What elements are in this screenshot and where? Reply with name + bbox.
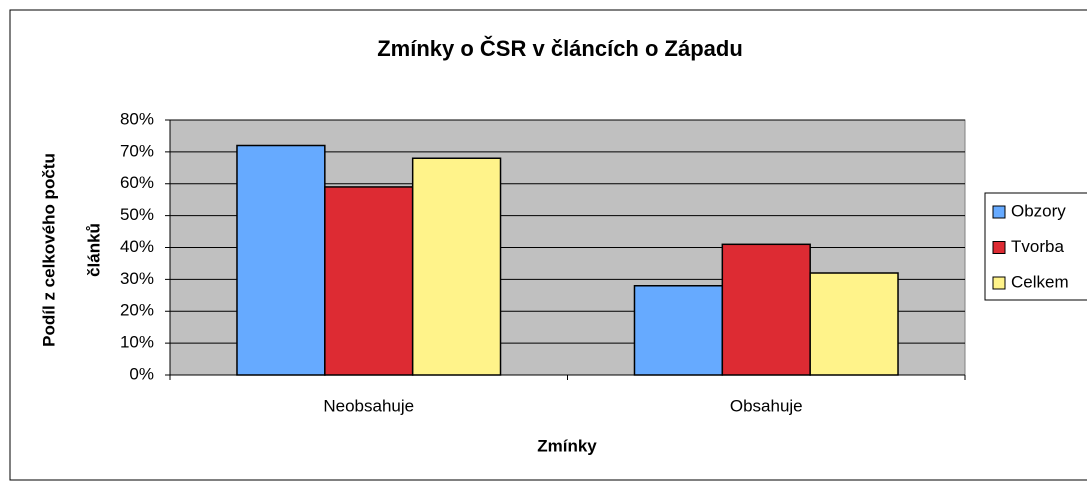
- y-axis-title-line: článků: [84, 223, 103, 277]
- y-tick-label: 80%: [120, 109, 154, 128]
- legend-swatch: [992, 276, 1006, 290]
- x-axis-title: Zmínky: [537, 436, 597, 455]
- x-tick-label: Obsahuje: [730, 396, 803, 415]
- chart-title: Zmínky o ČSR v článcích o Západu: [377, 36, 743, 61]
- y-tick-label: 20%: [120, 301, 154, 320]
- y-tick-label: 50%: [120, 205, 154, 224]
- legend-label: Celkem: [1011, 272, 1069, 291]
- y-axis-title: Podíl z celkového počtu článků: [39, 153, 103, 347]
- legend-swatch: [992, 241, 1006, 254]
- bar: [236, 144, 326, 376]
- y-tick-label: 60%: [120, 173, 154, 192]
- bar: [809, 272, 899, 376]
- bar: [633, 285, 724, 376]
- y-tick-label: 40%: [120, 237, 154, 256]
- bar: [324, 186, 414, 376]
- legend-swatch: [992, 205, 1006, 219]
- y-tick-label: 10%: [120, 333, 154, 352]
- y-tick-label: 30%: [120, 269, 154, 288]
- y-tick-label: 70%: [120, 141, 154, 160]
- legend-label: Obzory: [1011, 201, 1066, 220]
- legend-label: Tvorba: [1011, 237, 1064, 256]
- bar: [721, 243, 811, 376]
- y-axis-title-line: Podíl z celkového počtu: [39, 153, 58, 347]
- y-tick-label: 0%: [129, 364, 154, 383]
- bar: [411, 157, 502, 376]
- x-tick-label: Neobsahuje: [323, 396, 414, 415]
